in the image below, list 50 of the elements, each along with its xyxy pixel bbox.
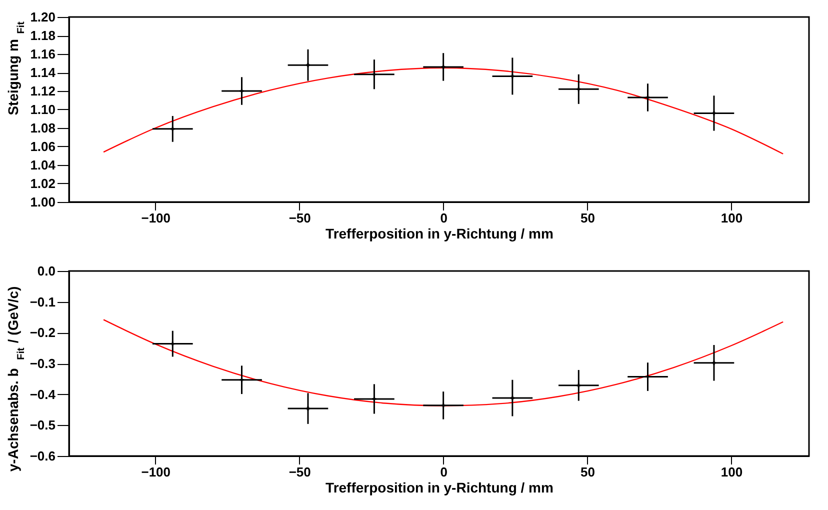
point <box>510 74 514 78</box>
y-tick-label: 1.14 <box>30 65 56 80</box>
y-tick-label: 1.06 <box>30 139 56 154</box>
y-tick-label: −0.5 <box>30 418 56 433</box>
y-tick-label: 1.18 <box>30 28 56 43</box>
point <box>372 396 376 401</box>
point <box>240 89 244 93</box>
x-tick-label: 100 <box>720 210 743 226</box>
y-tick-label: 1.10 <box>30 102 56 117</box>
x-tick-label: 0 <box>440 210 448 226</box>
x-tick-label: 50 <box>580 464 596 480</box>
x-tick-label: −50 <box>288 210 311 226</box>
x-tick-label: 50 <box>580 210 596 226</box>
y-tick-label: 1.02 <box>30 176 56 191</box>
x-tick-label: 100 <box>720 464 743 480</box>
y-tick-label: 1.08 <box>30 120 56 136</box>
y-tick-label: 1.16 <box>30 46 56 62</box>
point <box>510 396 514 400</box>
point <box>646 95 650 100</box>
y-tick-label: −0.1 <box>30 294 56 310</box>
y-tick-label: −0.3 <box>30 356 56 371</box>
point <box>306 63 310 68</box>
x-tick-label: 0 <box>440 464 448 480</box>
point <box>576 87 581 92</box>
y-tick-label: −0.2 <box>30 325 56 340</box>
x-axis-title: Trefferposition in y-Richtung / mm <box>326 226 554 242</box>
point <box>712 111 716 116</box>
y-tick-label: −0.4 <box>30 386 56 402</box>
point <box>372 72 376 76</box>
line-series <box>102 319 784 406</box>
y-tick-label: 1.12 <box>30 84 56 98</box>
point <box>240 378 244 382</box>
y-tick-label: −0.6 <box>30 448 56 464</box>
point <box>576 383 581 388</box>
x-tick-label: −50 <box>288 464 311 480</box>
x-tick-label: −100 <box>141 210 171 226</box>
point <box>170 342 175 346</box>
point <box>306 406 310 411</box>
y-tick-label: 1.20 <box>30 10 56 24</box>
y-tick-label: 1.00 <box>30 194 56 210</box>
y-axis-title: y-Achsenabs. bFit / (GeV/c) <box>5 286 27 472</box>
y-tick-label: 1.04 <box>30 158 56 172</box>
point <box>170 126 175 131</box>
y-tick-label: 0.0 <box>37 264 56 278</box>
x-axis-title: Trefferposition in y-Richtung / mm <box>326 480 554 496</box>
point <box>712 360 716 365</box>
point <box>441 64 446 69</box>
x-tick-label: −100 <box>141 464 171 480</box>
y-axis-title: Steigung mFit <box>5 20 27 116</box>
point <box>441 403 446 408</box>
